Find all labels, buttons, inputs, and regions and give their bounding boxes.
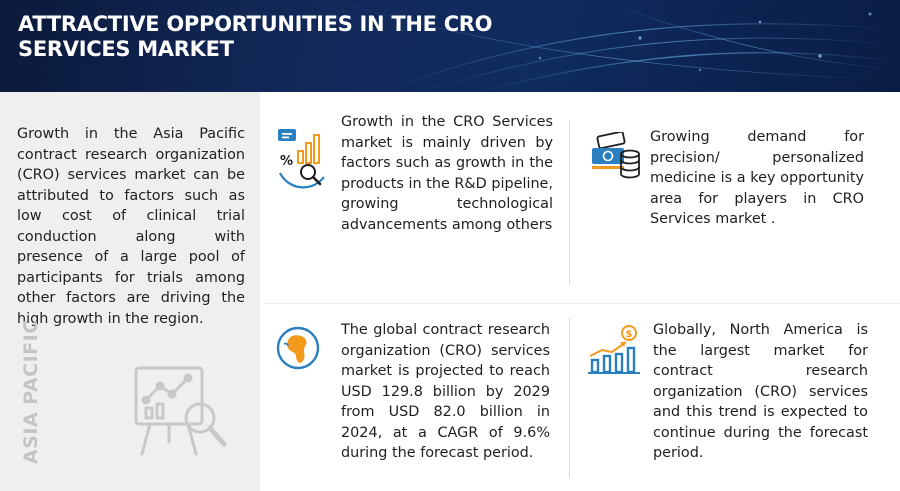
svg-text:%: % [280,154,293,169]
header-banner: ATTRACTIVE OPPORTUNITIES IN THE CRO SERV… [0,0,900,92]
region-label: ASIA PACIFIC [20,319,42,464]
vertical-divider-top [569,120,570,285]
card-regional-leader-text: Globally, North America is the largest m… [653,322,868,461]
banner-light-streaks [329,0,900,92]
region-panel: Growth in the Asia Pacific contract rese… [0,92,260,491]
region-description: Growth in the Asia Pacific contract rese… [17,126,245,327]
page-title: ATTRACTIVE OPPORTUNITIES IN THE CRO SERV… [18,12,493,61]
card-growth-drivers-text: Growth in the CRO Services market is mai… [341,114,553,233]
svg-text:$: $ [626,329,633,340]
card-market-size-text: The global contract research organizatio… [341,322,550,461]
vertical-divider-bottom [569,318,570,478]
globe-icon [276,326,320,370]
horizontal-divider [262,303,900,304]
analytics-chart-icon: % [278,129,325,189]
growth-bar-chart-icon: $ [588,325,640,374]
money-coins-icon [592,132,640,179]
presentation-analysis-icon [134,366,227,456]
card-opportunity-text: Growing demand for precision/ personaliz… [650,129,864,227]
